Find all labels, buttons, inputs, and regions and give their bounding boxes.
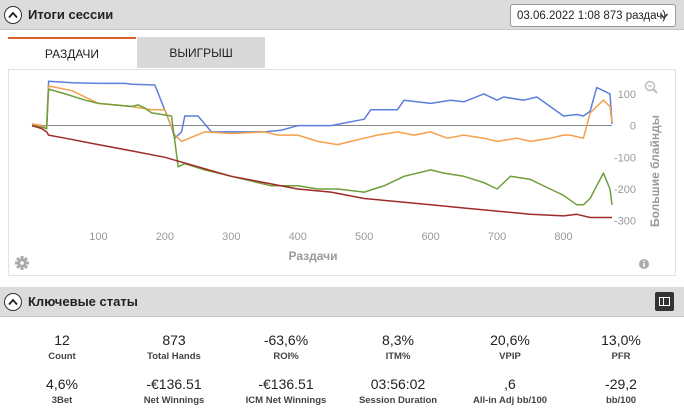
stat-item: -29,2 bb/100 [571, 376, 671, 406]
stat-label: Total Hands [147, 351, 201, 362]
columns-icon [659, 297, 670, 306]
x-tick-label: 400 [289, 231, 307, 243]
x-axis-label: Раздачи [289, 249, 338, 263]
stat-value: -€136.51 [146, 376, 202, 392]
stat-value: 8,3% [382, 332, 414, 348]
stat-item: 20,6% VPIP [460, 332, 560, 362]
stat-value: 03:56:02 [370, 376, 426, 392]
stat-label: VPIP [499, 351, 521, 362]
stat-label: Count [48, 351, 76, 362]
x-tick-label: 300 [222, 231, 240, 243]
tab-winnings[interactable]: ВЫИГРЫШ [137, 37, 265, 68]
chevron-down-icon [659, 13, 669, 20]
x-tick-label: 700 [488, 231, 506, 243]
stat-label: All-in Adj bb/100 [472, 395, 548, 406]
stat-label: Session Duration [358, 395, 438, 406]
series-line-2 [31, 88, 613, 206]
stat-value: -29,2 [605, 376, 637, 392]
stat-label: ICM Net Winnings [245, 395, 327, 406]
series-line-0 [31, 80, 613, 139]
chevron-up-icon [8, 298, 18, 305]
stat-value: -€136.51 [258, 376, 314, 392]
stat-item: -€136.51 Net Winnings [124, 376, 224, 406]
stat-label: 3Bet [51, 395, 73, 406]
session-summary-title: Итоги сессии [28, 7, 114, 22]
y-tick-label: 100 [618, 89, 636, 101]
y-axis-label: Большие блайнды [648, 115, 662, 227]
stat-value: 12 [54, 332, 70, 348]
stat-label: ROI% [273, 351, 299, 362]
stat-value: 4,6% [46, 376, 78, 392]
stat-value: ,6 [504, 376, 516, 392]
stat-item: -€136.51 ICM Net Winnings [236, 376, 336, 406]
key-stats-title: Ключевые статы [28, 294, 138, 309]
stat-item: ,6 All-in Adj bb/100 [460, 376, 560, 406]
stat-label: bb/100 [605, 395, 637, 406]
zoom-icon[interactable] [644, 80, 658, 94]
stat-label: Net Winnings [143, 395, 205, 406]
y-tick-label: -100 [614, 152, 636, 164]
series-line-1 [31, 85, 613, 146]
session-chart: 100 200 300 400 500 600 700 800 100 0 -100 -200 -300… [8, 69, 676, 276]
session-select-value: 03.06.2022 1:08 873 раздач) [517, 9, 667, 22]
chevron-up-icon [8, 11, 18, 18]
y-tick-label: -300 [614, 216, 636, 228]
layout-toggle-button[interactable] [655, 292, 674, 311]
stat-value: -63,6% [263, 332, 309, 348]
stat-value: 20,6% [490, 332, 530, 348]
session-select[interactable]: 03.06.2022 1:08 873 раздач) [510, 4, 676, 27]
stat-item: 13,0% PFR [571, 332, 671, 362]
stat-label: ITM% [385, 351, 411, 362]
tab-hands[interactable]: РАЗДАЧИ [8, 37, 136, 68]
series-line-3 [31, 124, 612, 219]
session-summary-header: Итоги сессии 03.06.2022 1:08 873 раздач) [0, 0, 684, 30]
stat-item: 873 Total Hands [124, 332, 224, 362]
stat-item: 8,3% ITM% [348, 332, 448, 362]
info-icon[interactable] [639, 259, 649, 269]
stat-item: -63,6% ROI% [236, 332, 336, 362]
x-tick-label: 800 [554, 231, 572, 243]
stat-value: 873 [162, 332, 186, 348]
collapse-session-button[interactable] [4, 5, 22, 24]
x-tick-label: 500 [355, 231, 373, 243]
stat-item: 03:56:02 Session Duration [348, 376, 448, 406]
y-tick-label: -200 [614, 184, 636, 196]
x-tick-label: 100 [89, 231, 107, 243]
y-tick-label: 0 [630, 121, 636, 133]
key-stats-grid: 12 Count 873 Total Hands -63,6% ROI% 8,3% ITM% 2… [0, 318, 684, 420]
stat-item: 4,6% 3Bet [12, 376, 112, 406]
gear-icon[interactable] [15, 256, 29, 270]
stat-label: PFR [611, 351, 631, 362]
collapse-stats-button[interactable] [4, 292, 22, 311]
x-tick-label: 600 [421, 231, 439, 243]
key-stats-header: Ключевые статы [0, 287, 684, 317]
session-chart-svg: 100 200 300 400 500 600 700 800 100 0 -100 -200 -300… [15, 80, 662, 270]
stat-item: 12 Count [12, 332, 112, 362]
x-tick-label: 200 [156, 231, 174, 243]
stat-value: 13,0% [601, 332, 641, 348]
